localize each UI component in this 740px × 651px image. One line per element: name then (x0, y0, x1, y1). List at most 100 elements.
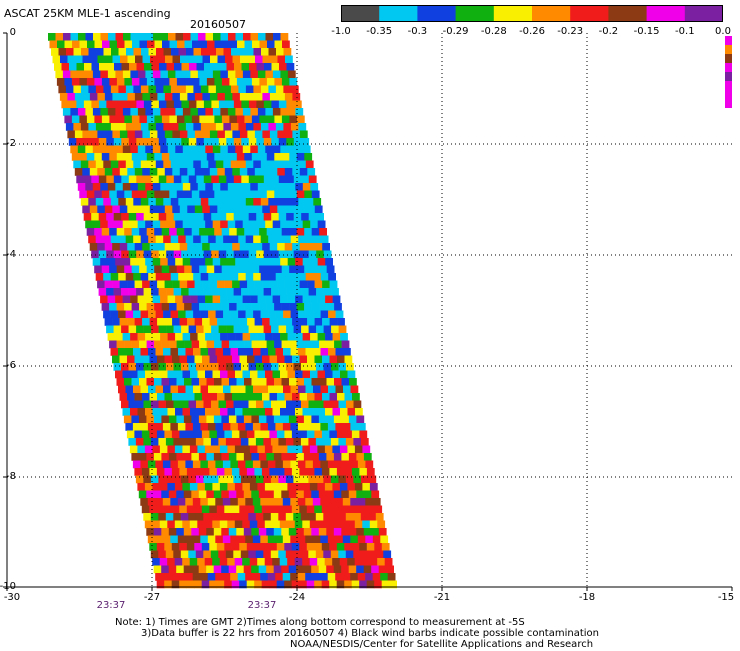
swath-cell (277, 93, 286, 101)
swath-cell (229, 378, 237, 386)
swath-cell (164, 580, 172, 589)
swath-cell (298, 198, 307, 206)
swath-cell (332, 483, 341, 491)
swath-cell (121, 400, 129, 409)
swath-cell (227, 145, 236, 154)
swath-cell (175, 333, 183, 341)
swath-cell (286, 213, 294, 221)
swath-cell (307, 393, 315, 401)
swath-cell (154, 265, 162, 274)
swath-cell (140, 460, 149, 469)
swath-cell (202, 168, 211, 176)
swath-cell (284, 468, 293, 476)
swath-cell (91, 250, 99, 259)
swath-cell (196, 63, 205, 71)
swath-cell (143, 250, 152, 259)
swath-cell (160, 333, 168, 341)
swath-cell (55, 70, 64, 79)
swath-cell (269, 168, 278, 176)
swath-cell (189, 520, 198, 529)
swath-cell (333, 415, 342, 424)
swath-cell (328, 348, 336, 356)
swath-cell (320, 310, 329, 319)
swath-cell (151, 288, 159, 296)
swath-cell (167, 70, 176, 79)
swath-cell (341, 378, 350, 386)
swath-cell (305, 498, 314, 506)
swath-cell (133, 385, 141, 394)
swath-cell (183, 415, 192, 424)
swath-cell (233, 250, 242, 259)
swath-cell (203, 400, 212, 409)
swath-cell (108, 33, 116, 41)
swath-cell (219, 558, 228, 566)
swath-cell (230, 273, 239, 281)
swath-cell (272, 183, 281, 191)
swath-cell (369, 520, 378, 529)
swath-cell (238, 348, 246, 356)
swath-cell (248, 550, 257, 559)
swath-cell (216, 48, 224, 56)
swath-cell (178, 123, 187, 131)
swath-cell (284, 130, 293, 139)
swath-cell (185, 123, 194, 131)
swath-cell (163, 48, 172, 56)
swath-cell (226, 175, 235, 184)
swath-cell (232, 55, 241, 64)
swath-cell (146, 528, 155, 536)
swath-cell (170, 573, 178, 581)
swath-cell (244, 340, 252, 349)
swath-cell (192, 460, 201, 469)
swath-cell (271, 213, 279, 221)
swath-cell (116, 115, 125, 124)
swath-cell (146, 190, 155, 199)
swath-cell (290, 423, 299, 431)
swath-cell (231, 468, 240, 476)
swath-cell (259, 190, 268, 199)
swath-cell (163, 310, 171, 319)
swath-cell (148, 310, 156, 319)
swath-cell (326, 490, 335, 499)
swath-cell (339, 558, 348, 566)
swath-cell (110, 310, 119, 319)
swath-cell (351, 543, 360, 551)
swath-cell (286, 288, 294, 296)
swath-cell (265, 183, 274, 191)
swath-cell (202, 318, 210, 326)
swath-cell (208, 85, 217, 94)
swath-cell (179, 205, 188, 214)
swath-cell (247, 243, 255, 251)
swath-cell (335, 498, 344, 506)
swath-cell (252, 535, 261, 544)
swath-cell (313, 273, 321, 281)
swath-cell (181, 325, 189, 334)
swath-cell (88, 198, 97, 206)
swath-cell (143, 400, 152, 409)
swath-cell (193, 48, 202, 56)
swath-cell (251, 490, 260, 499)
swath-cell (301, 363, 309, 371)
swath-cell (319, 378, 327, 386)
swath-cell (277, 205, 286, 214)
swath-cell (71, 78, 80, 86)
swath-cell (305, 273, 314, 281)
swath-cell (155, 235, 164, 244)
swath-cell (330, 513, 339, 521)
swath-cell (133, 235, 141, 244)
swath-cell (314, 543, 323, 551)
swath-cell (280, 370, 288, 379)
swath-cell (200, 85, 209, 94)
swath-cell (182, 145, 191, 154)
swath-cell (300, 513, 309, 521)
swath-cell (194, 168, 203, 176)
edge-cell (725, 36, 732, 45)
swath-cell (197, 558, 205, 566)
swath-cell (236, 490, 245, 499)
swath-cell (149, 93, 158, 101)
swath-cell (356, 490, 365, 499)
swath-cell (205, 258, 213, 266)
swath-cell (230, 460, 239, 469)
swath-cell (214, 153, 223, 161)
swath-cell (271, 63, 280, 71)
swath-cell (254, 280, 263, 289)
